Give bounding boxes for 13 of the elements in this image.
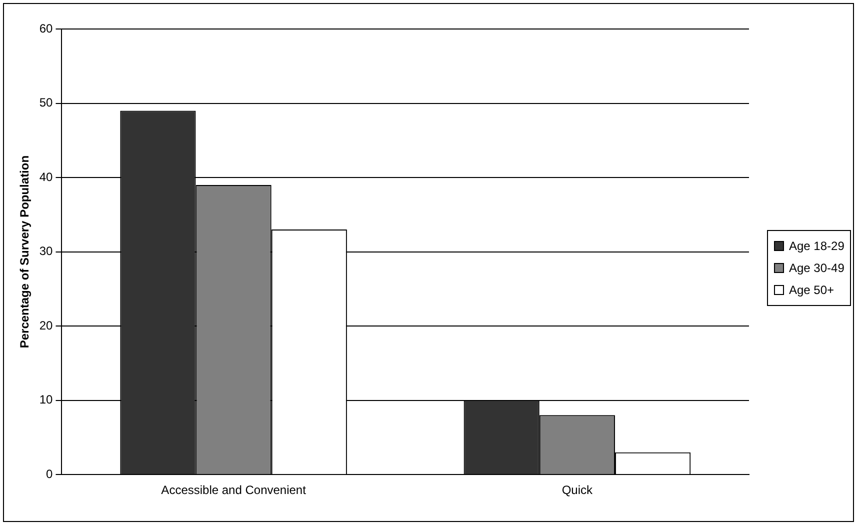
text: Age 50+ [789,283,834,297]
x-tick-label: Accessible and Convenient [161,483,307,498]
y-tick-label: 50 [39,96,54,110]
y-tick-label: 0 [46,466,54,481]
legend-label: Age 18-29 [789,239,844,253]
x-tick-label: Quick [562,483,594,498]
y-tick-label: 40 [39,170,54,184]
legend-label: Age 30-49 [789,261,844,275]
y-tick-label: 10 [39,392,54,407]
y-tick-label: 30 [39,244,54,258]
y-axis-title: Percentage of Survery Population [18,155,32,348]
y-tick-label: 60 [39,21,54,36]
y-tick-label: 20 [39,318,54,332]
